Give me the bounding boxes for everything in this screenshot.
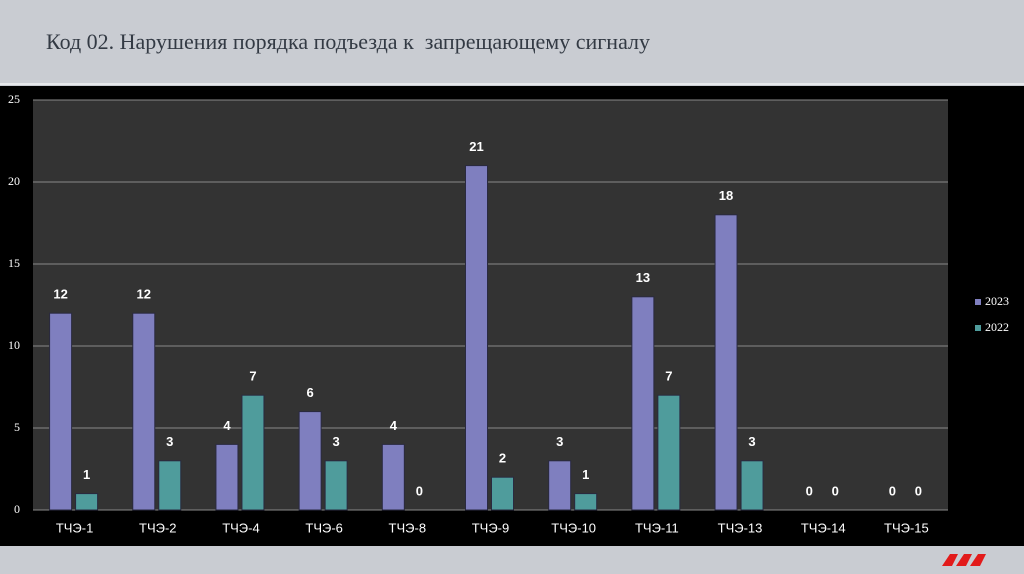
data-label: 3 [333, 434, 340, 449]
bar [657, 394, 681, 511]
x-tick-label: ТЧЭ-6 [305, 520, 343, 535]
bar [298, 411, 322, 511]
bar [631, 296, 655, 511]
bar [49, 312, 73, 511]
x-tick-label: ТЧЭ-14 [801, 520, 846, 535]
chart-title: Код 02. Нарушения порядка подъезда к зап… [46, 29, 650, 54]
data-label: 1 [83, 467, 90, 482]
x-tick-label: ТЧЭ-8 [389, 520, 427, 535]
bar [548, 460, 572, 511]
data-label: 1 [582, 467, 589, 482]
bar [215, 443, 239, 511]
bar [574, 493, 598, 511]
y-tick-label: 10 [8, 338, 20, 352]
data-label: 6 [307, 385, 314, 400]
bar [465, 165, 488, 511]
data-label: 0 [915, 483, 922, 498]
bar [324, 460, 348, 511]
bar [381, 443, 405, 511]
legend-label: 2023 [985, 294, 1009, 308]
data-label: 3 [556, 434, 563, 449]
bar [740, 460, 764, 511]
y-tick-label: 15 [8, 256, 20, 270]
data-label: 0 [416, 483, 423, 498]
bar [491, 476, 514, 511]
data-label: 3 [748, 434, 755, 449]
data-label: 18 [719, 188, 733, 203]
bar [241, 394, 265, 511]
x-tick-label: ТЧЭ-10 [551, 520, 596, 535]
x-tick-label: ТЧЭ-9 [472, 520, 510, 535]
y-tick-label: 20 [8, 174, 20, 188]
data-label: 4 [223, 418, 231, 433]
data-label: 0 [832, 483, 839, 498]
data-label: 7 [665, 369, 672, 384]
data-label: 0 [889, 483, 896, 498]
logo [942, 554, 986, 566]
legend-label: 2022 [985, 320, 1009, 334]
data-label: 21 [469, 139, 483, 154]
data-label: 0 [806, 483, 813, 498]
legend-swatch [975, 299, 981, 305]
y-tick-label: 5 [14, 420, 20, 434]
bar [132, 312, 156, 511]
x-tick-label: ТЧЭ-13 [718, 520, 763, 535]
y-tick-label: 25 [8, 92, 20, 106]
bar [158, 460, 182, 511]
y-tick-label: 0 [14, 502, 20, 516]
x-tick-label: ТЧЭ-11 [635, 520, 679, 535]
title-band [0, 0, 1024, 84]
plot-area [33, 100, 948, 510]
bar [75, 493, 99, 511]
logo-shape [942, 554, 986, 566]
data-label: 12 [137, 287, 151, 302]
data-label: 7 [249, 369, 256, 384]
data-label: 2 [499, 451, 506, 466]
data-label: 4 [390, 418, 398, 433]
x-tick-label: ТЧЭ-1 [56, 520, 94, 535]
x-tick-label: ТЧЭ-4 [222, 520, 260, 535]
bar [714, 214, 738, 511]
data-label: 12 [53, 287, 67, 302]
data-label: 3 [166, 434, 173, 449]
x-tick-label: ТЧЭ-15 [884, 520, 929, 535]
data-label: 13 [636, 270, 650, 285]
legend-swatch [975, 325, 981, 331]
footer-band [0, 546, 1024, 574]
x-tick-label: ТЧЭ-2 [139, 520, 177, 535]
